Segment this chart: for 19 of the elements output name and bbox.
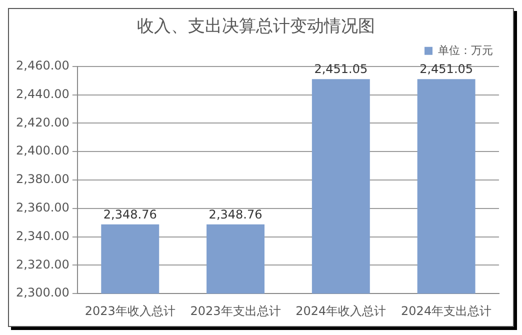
- x-tick-label: 2023年收入总计: [84, 304, 176, 318]
- y-tick-label: 2,460.00: [16, 58, 70, 73]
- y-tick-label: 2,400.00: [16, 144, 70, 158]
- y-tick-label: 2,360.00: [16, 200, 70, 215]
- y-tick-label: 2,320.00: [16, 257, 70, 272]
- y-tick-label: 2,340.00: [16, 228, 70, 243]
- y-tick-label: 2,440.00: [16, 86, 70, 101]
- x-tick-label: 2023年支出总计: [190, 304, 281, 318]
- data-label: 2,451.05: [314, 62, 368, 76]
- chart-title: 收入、支出决算总计变动情况图: [137, 16, 375, 37]
- x-tick-label: 2024年支出总计: [401, 304, 492, 318]
- data-label: 2,348.76: [103, 207, 157, 222]
- legend-label: 单位：万元: [438, 44, 493, 57]
- data-label: 2,451.05: [420, 62, 474, 76]
- data-label: 2,348.76: [208, 207, 262, 222]
- x-tick-label: 2024年收入总计: [296, 304, 386, 318]
- y-tick-label: 2,420.00: [16, 115, 70, 130]
- y-tick-label: 2,300.00: [16, 286, 70, 300]
- y-tick-label: 2,380.00: [16, 172, 70, 186]
